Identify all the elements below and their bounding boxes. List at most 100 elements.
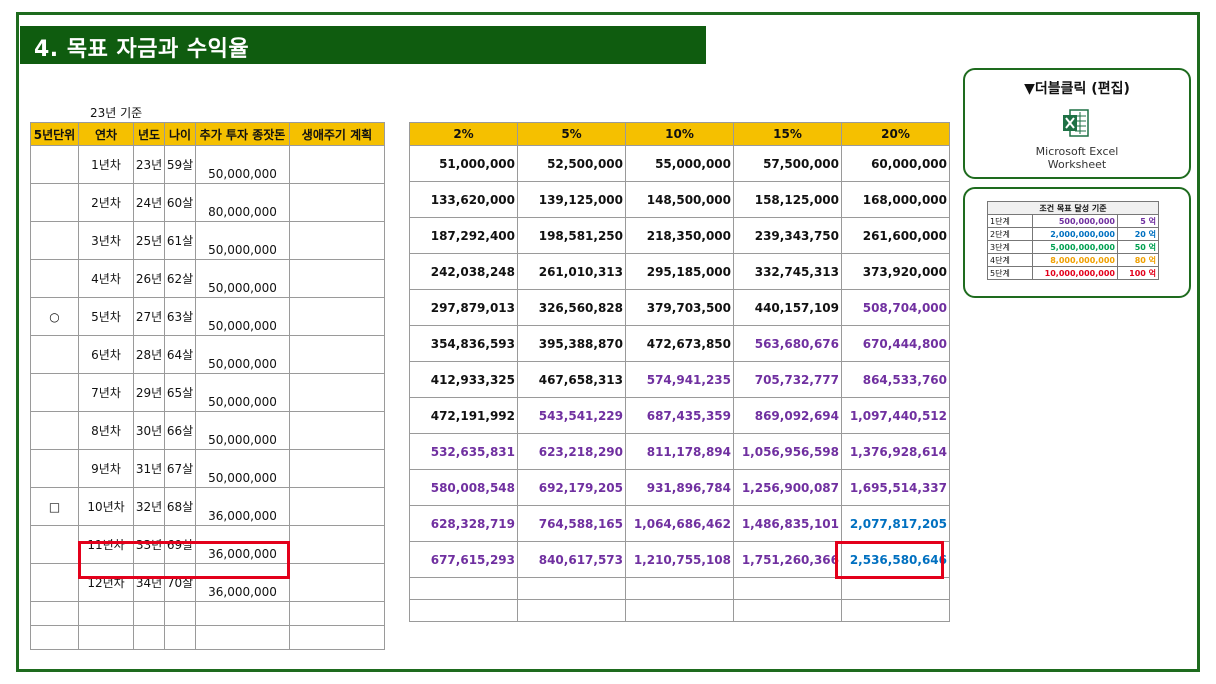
value-cell[interactable]: 168,000,000: [841, 181, 950, 218]
empty-cell[interactable]: [195, 601, 290, 626]
year-no-cell[interactable]: 1년차: [78, 145, 134, 184]
plan-cell[interactable]: [289, 145, 385, 184]
invest-cell[interactable]: 80,000,000: [195, 183, 290, 222]
excel-icon[interactable]: [1062, 108, 1090, 138]
value-cell[interactable]: 687,435,359: [625, 397, 734, 434]
value-cell[interactable]: 467,658,313: [517, 361, 626, 398]
value-cell[interactable]: 218,350,000: [625, 217, 734, 254]
value-cell[interactable]: 55,000,000: [625, 145, 734, 182]
empty-cell[interactable]: [195, 625, 290, 650]
empty-cell[interactable]: [409, 599, 518, 622]
year-cell[interactable]: 24년: [133, 183, 165, 222]
value-cell[interactable]: 158,125,000: [733, 181, 842, 218]
value-cell[interactable]: 1,064,686,462: [625, 505, 734, 542]
year-cell[interactable]: 27년: [133, 297, 165, 336]
empty-cell[interactable]: [517, 577, 626, 600]
value-cell[interactable]: 705,732,777: [733, 361, 842, 398]
empty-cell[interactable]: [289, 625, 385, 650]
year-cell[interactable]: 23년: [133, 145, 165, 184]
empty-cell[interactable]: [30, 625, 79, 650]
plan-cell[interactable]: [289, 487, 385, 526]
value-cell[interactable]: 57,500,000: [733, 145, 842, 182]
empty-cell[interactable]: [841, 577, 950, 600]
year-cell[interactable]: 32년: [133, 487, 165, 526]
age-cell[interactable]: 61살: [164, 221, 196, 260]
value-cell[interactable]: 133,620,000: [409, 181, 518, 218]
value-cell[interactable]: 148,500,000: [625, 181, 734, 218]
value-cell[interactable]: 628,328,719: [409, 505, 518, 542]
value-cell[interactable]: 412,933,325: [409, 361, 518, 398]
plan-cell[interactable]: [289, 525, 385, 564]
year-no-cell[interactable]: 5년차: [78, 297, 134, 336]
value-cell[interactable]: 2,077,817,205: [841, 505, 950, 542]
value-cell[interactable]: 332,745,313: [733, 253, 842, 290]
empty-cell[interactable]: [164, 625, 196, 650]
plan-cell[interactable]: [289, 259, 385, 298]
empty-cell[interactable]: [133, 601, 165, 626]
year-no-cell[interactable]: 7년차: [78, 373, 134, 412]
value-cell[interactable]: 1,256,900,087: [733, 469, 842, 506]
five-year-mark-cell[interactable]: [30, 525, 79, 564]
age-cell[interactable]: 67살: [164, 449, 196, 488]
value-cell[interactable]: 261,010,313: [517, 253, 626, 290]
value-cell[interactable]: 52,500,000: [517, 145, 626, 182]
invest-cell[interactable]: 50,000,000: [195, 221, 290, 260]
five-year-mark-cell[interactable]: [30, 449, 79, 488]
five-year-mark-cell[interactable]: □: [30, 487, 79, 526]
five-year-mark-cell[interactable]: [30, 563, 79, 602]
plan-cell[interactable]: [289, 449, 385, 488]
value-cell[interactable]: 1,097,440,512: [841, 397, 950, 434]
empty-cell[interactable]: [133, 625, 165, 650]
five-year-mark-cell[interactable]: [30, 221, 79, 260]
year-cell[interactable]: 28년: [133, 335, 165, 374]
year-cell[interactable]: 31년: [133, 449, 165, 488]
invest-cell[interactable]: 36,000,000: [195, 487, 290, 526]
value-cell[interactable]: 508,704,000: [841, 289, 950, 326]
value-cell[interactable]: 677,615,293: [409, 541, 518, 578]
plan-cell[interactable]: [289, 335, 385, 374]
plan-cell[interactable]: [289, 373, 385, 412]
value-cell[interactable]: 764,588,165: [517, 505, 626, 542]
value-cell[interactable]: 187,292,400: [409, 217, 518, 254]
age-cell[interactable]: 62살: [164, 259, 196, 298]
empty-cell[interactable]: [625, 577, 734, 600]
value-cell[interactable]: 239,343,750: [733, 217, 842, 254]
year-no-cell[interactable]: 3년차: [78, 221, 134, 260]
value-cell[interactable]: 1,210,755,108: [625, 541, 734, 578]
five-year-mark-cell[interactable]: [30, 373, 79, 412]
empty-cell[interactable]: [289, 601, 385, 626]
invest-cell[interactable]: 50,000,000: [195, 145, 290, 184]
empty-cell[interactable]: [625, 599, 734, 622]
plan-cell[interactable]: [289, 411, 385, 450]
invest-cell[interactable]: 50,000,000: [195, 411, 290, 450]
five-year-mark-cell[interactable]: [30, 145, 79, 184]
empty-cell[interactable]: [517, 599, 626, 622]
empty-cell[interactable]: [733, 577, 842, 600]
year-cell[interactable]: 26년: [133, 259, 165, 298]
empty-cell[interactable]: [733, 599, 842, 622]
value-cell[interactable]: 440,157,109: [733, 289, 842, 326]
value-cell[interactable]: 395,388,870: [517, 325, 626, 362]
value-cell[interactable]: 472,191,992: [409, 397, 518, 434]
year-cell[interactable]: 29년: [133, 373, 165, 412]
invest-cell[interactable]: 50,000,000: [195, 259, 290, 298]
year-no-cell[interactable]: 6년차: [78, 335, 134, 374]
year-cell[interactable]: 30년: [133, 411, 165, 450]
plan-cell[interactable]: [289, 221, 385, 260]
value-cell[interactable]: 242,038,248: [409, 253, 518, 290]
empty-cell[interactable]: [78, 601, 134, 626]
empty-cell[interactable]: [164, 601, 196, 626]
invest-cell[interactable]: 50,000,000: [195, 335, 290, 374]
value-cell[interactable]: 811,178,894: [625, 433, 734, 470]
value-cell[interactable]: 1,751,260,366: [733, 541, 842, 578]
value-cell[interactable]: 472,673,850: [625, 325, 734, 362]
value-cell[interactable]: 51,000,000: [409, 145, 518, 182]
five-year-mark-cell[interactable]: [30, 259, 79, 298]
age-cell[interactable]: 68살: [164, 487, 196, 526]
value-cell[interactable]: 543,541,229: [517, 397, 626, 434]
empty-cell[interactable]: [30, 601, 79, 626]
empty-cell[interactable]: [409, 577, 518, 600]
value-cell[interactable]: 869,092,694: [733, 397, 842, 434]
age-cell[interactable]: 63살: [164, 297, 196, 336]
year-cell[interactable]: 33년: [133, 525, 165, 564]
